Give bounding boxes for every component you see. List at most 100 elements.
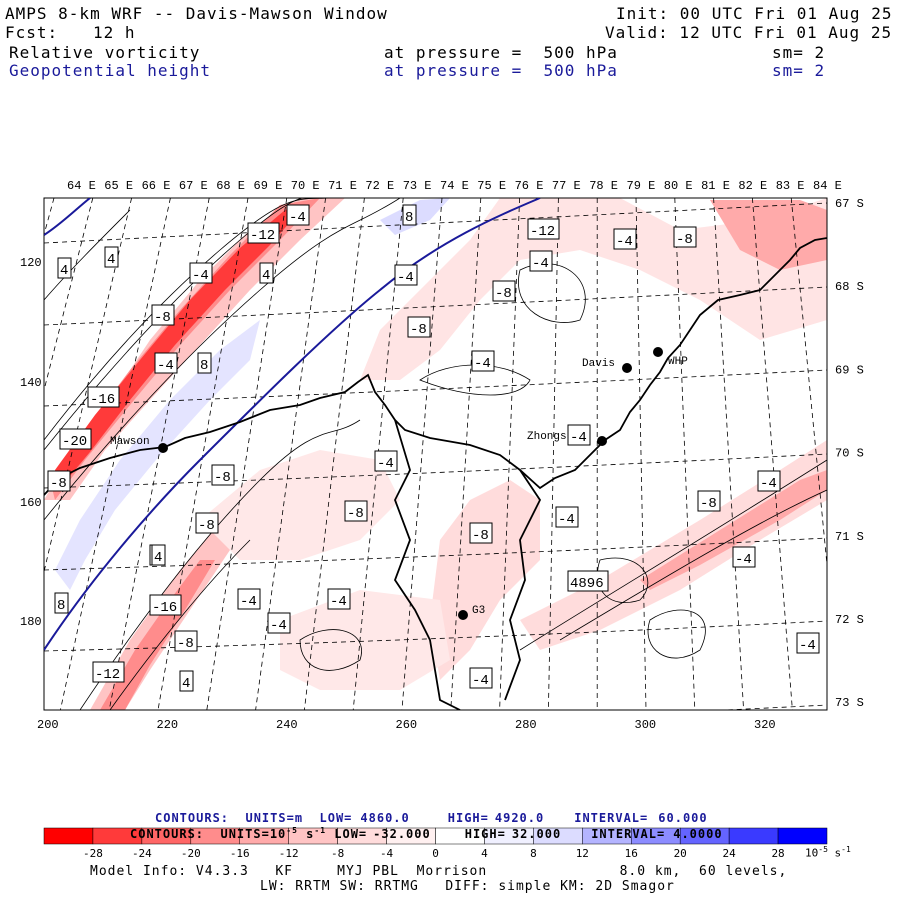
contour-label: -16 [87,386,120,408]
contour-label: -8 [407,316,431,338]
init-time: Init: 00 UTC Fri 01 Aug 25 [616,4,893,23]
svg-text:-8: -8 [676,232,693,248]
svg-text:-8: -8 [410,322,427,338]
svg-text:8: 8 [405,210,413,226]
svg-text:-8: -8 [154,310,171,326]
top-lon-label: 78 E [589,179,618,193]
svg-text:-12: -12 [530,224,555,240]
ice-shelf-edge-2 [504,469,542,701]
contour-label: -4 [471,350,495,372]
colorbar-tick-label: 20 [673,847,687,860]
contour-label: 4 [179,670,194,692]
colorbar-tick-label: -12 [278,847,299,860]
contour-label: -4 [154,352,178,374]
bottom-x-label: 240 [276,718,298,732]
vort-prefix: CONTOURS: UNITS=10 [130,827,287,841]
vort-high: 32.000 [511,827,562,841]
station-marker-mawson [158,443,168,453]
field1-sm: sm= 2 [772,43,826,62]
bottom-x-label: 200 [37,718,59,732]
top-lon-label: 68 E [216,179,245,193]
station-marker-zhongshan [597,436,607,446]
contour-label: -8 [697,490,721,512]
right-lat-label: 68 S [835,280,864,294]
right-lat-label: 70 S [835,447,864,461]
contour-label: -8 [344,500,368,522]
contour-label: -4 [189,262,213,284]
contour-label: -4 [555,506,579,528]
bottom-x-label: 320 [754,718,776,732]
colorbar-tick-label: -28 [83,847,103,860]
height-prefix: CONTOURS: UNITS=m LOW= [155,811,353,825]
field1-level: at pressure = 500 hPa [384,43,618,62]
top-lon-label: 81 E [701,179,730,193]
top-lon-label: 76 E [515,179,544,193]
svg-text:-8: -8 [214,470,231,486]
contour-label: -4 [796,632,820,654]
colorbar-tick-label: -20 [180,847,201,860]
svg-text:-16: -16 [90,392,115,408]
height-interval: 60.000 [658,811,708,825]
svg-text:-12: -12 [95,667,120,683]
vort-pos-band [55,320,260,590]
svg-text:-4: -4 [397,270,414,286]
colorbar-tick-label: 0 [432,847,439,860]
contour-label: -4 [757,470,781,492]
vort-area-ne-core [710,200,827,270]
station-label: Davis [582,358,615,370]
fcst-value: 12 h [93,23,136,42]
top-lon-label: 70 E [291,179,320,193]
colorbar-tick-label: 24 [722,847,736,860]
svg-text:-8: -8 [700,496,717,512]
colorbar-tick-label: 4 [481,847,488,860]
colorbar-swatch [728,827,779,845]
vort-area-south [280,590,450,690]
contour-label: -4 [286,204,310,226]
contour-label: -4 [327,588,351,610]
svg-text:8: 8 [57,598,65,614]
vort-contour-info: CONTOURS: UNITS=10-5 s-1 LOW= -32.000 HIGH… [130,812,723,841]
contour-label: -4 [567,424,591,446]
colorbar-tick-label: -4 [379,847,394,860]
svg-text:-4: -4 [270,618,287,634]
svg-text:-4: -4 [240,594,257,610]
contour-label: 4 [57,257,72,279]
contour-label: -4 [732,546,756,568]
svg-text:4: 4 [154,550,162,566]
svg-text:-4: -4 [192,268,209,284]
contour-label: -20 [59,428,92,450]
svg-text:-4: -4 [558,512,575,528]
top-lon-label: 75 E [477,179,506,193]
top-lon-label: 71 E [328,179,357,193]
top-lon-label: 83 E [776,179,805,193]
contour-label: -8 [211,464,235,486]
colorbar-tick-label: -8 [331,847,345,860]
colorbar-tick-label: -16 [229,847,250,860]
svg-text:-8: -8 [347,506,364,522]
station-label: WHP [668,356,688,368]
height-contour-info: CONTOURS: UNITS=m LOW= 4860.0 HIGH= 4920.0 I… [155,797,708,825]
bottom-x-label: 280 [515,718,537,732]
vort-interval-label: INTERVAL= [591,827,666,841]
colorbar-unit-sexp: -1 [841,845,851,854]
model-title: AMPS 8-km WRF -- Davis-Mawson Window [5,4,388,23]
svg-text:-4: -4 [377,456,394,472]
station-marker-davis [622,363,632,373]
contour-label: -8 [673,226,697,248]
contour-label: 4 [104,246,119,268]
ice-shelf-edge [393,419,461,710]
station-marker-g3 [458,610,468,620]
field1-name: Relative vorticity [9,43,201,62]
colorbar-swatch [43,827,94,845]
svg-text:-8: -8 [472,528,489,544]
contour-label: -4 [374,450,398,472]
svg-text:4: 4 [182,676,190,692]
contour-label: -12 [247,222,280,244]
height-high: 4920.0 [494,811,545,825]
colorbar-unit: 10-5 s-1 [805,845,851,860]
vort-band-max [55,205,305,488]
vort-band-strong-neg [44,198,345,500]
contour-label: -8 [195,512,219,534]
top-lon-label: 65 E [104,179,133,193]
contour-label: -4 [469,667,493,689]
